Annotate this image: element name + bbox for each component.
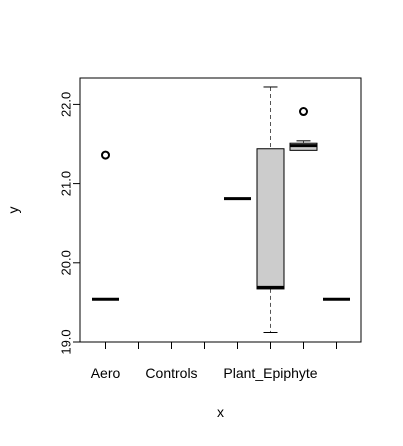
plot-frame [79, 77, 362, 343]
y-tick-label: 20.0 [59, 250, 74, 275]
x-axis-label: x [217, 404, 224, 420]
outlier-point [101, 150, 110, 160]
box-group [256, 86, 285, 333]
outlier-point [299, 107, 308, 117]
x-tick-label: Plant_Epiphyte [223, 365, 317, 381]
box-group [289, 107, 318, 151]
x-tick-label: Controls [145, 365, 197, 381]
x-axis: Aero Controls Plant_Epiphyte [91, 342, 337, 381]
box-group [92, 150, 119, 301]
box-iqr [256, 148, 285, 290]
y-axis: 19.0 20.0 21.0 22.0 [59, 92, 80, 355]
boxes-layer [92, 86, 350, 333]
y-tick-label: 19.0 [59, 329, 74, 354]
y-axis-label: y [5, 207, 21, 214]
x-tick-label: Aero [91, 365, 121, 381]
y-tick-label: 21.0 [59, 171, 74, 196]
y-tick-label: 22.0 [59, 92, 74, 117]
